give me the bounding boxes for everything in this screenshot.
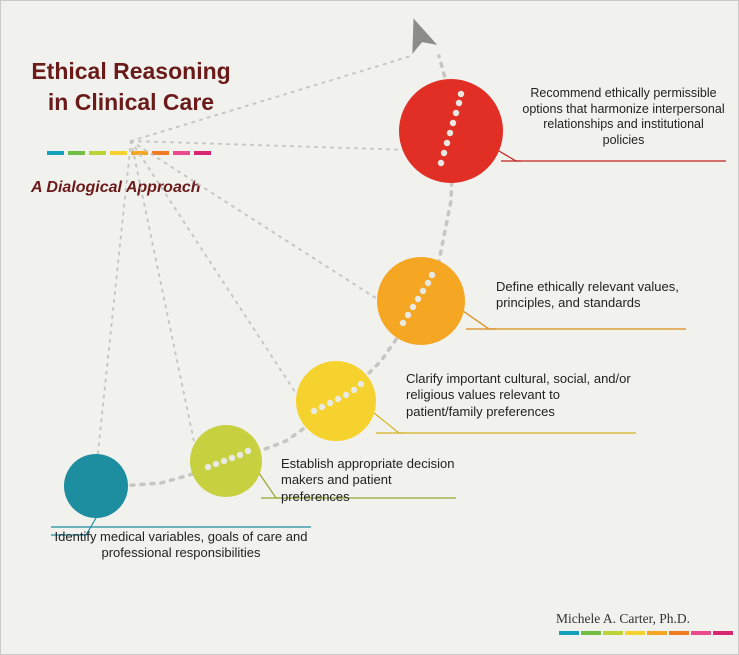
node-5-label: Recommend ethically permissible options … bbox=[521, 86, 726, 149]
node-1-label: Identify medical variables, goals of car… bbox=[51, 529, 311, 562]
infographic-canvas: Ethical Reasoning in Clinical Care A Dia… bbox=[0, 0, 739, 655]
author-name: Michele A. Carter, Ph.D. bbox=[556, 611, 690, 626]
node-3-label: Clarify important cultural, social, and/… bbox=[406, 371, 636, 420]
author-color-bar bbox=[559, 631, 733, 635]
node-4-label: Define ethically relevant values, princi… bbox=[496, 279, 686, 312]
author-credit: Michele A. Carter, Ph.D. bbox=[556, 611, 690, 627]
node-2-label: Establish appropriate decision makers an… bbox=[281, 456, 456, 505]
